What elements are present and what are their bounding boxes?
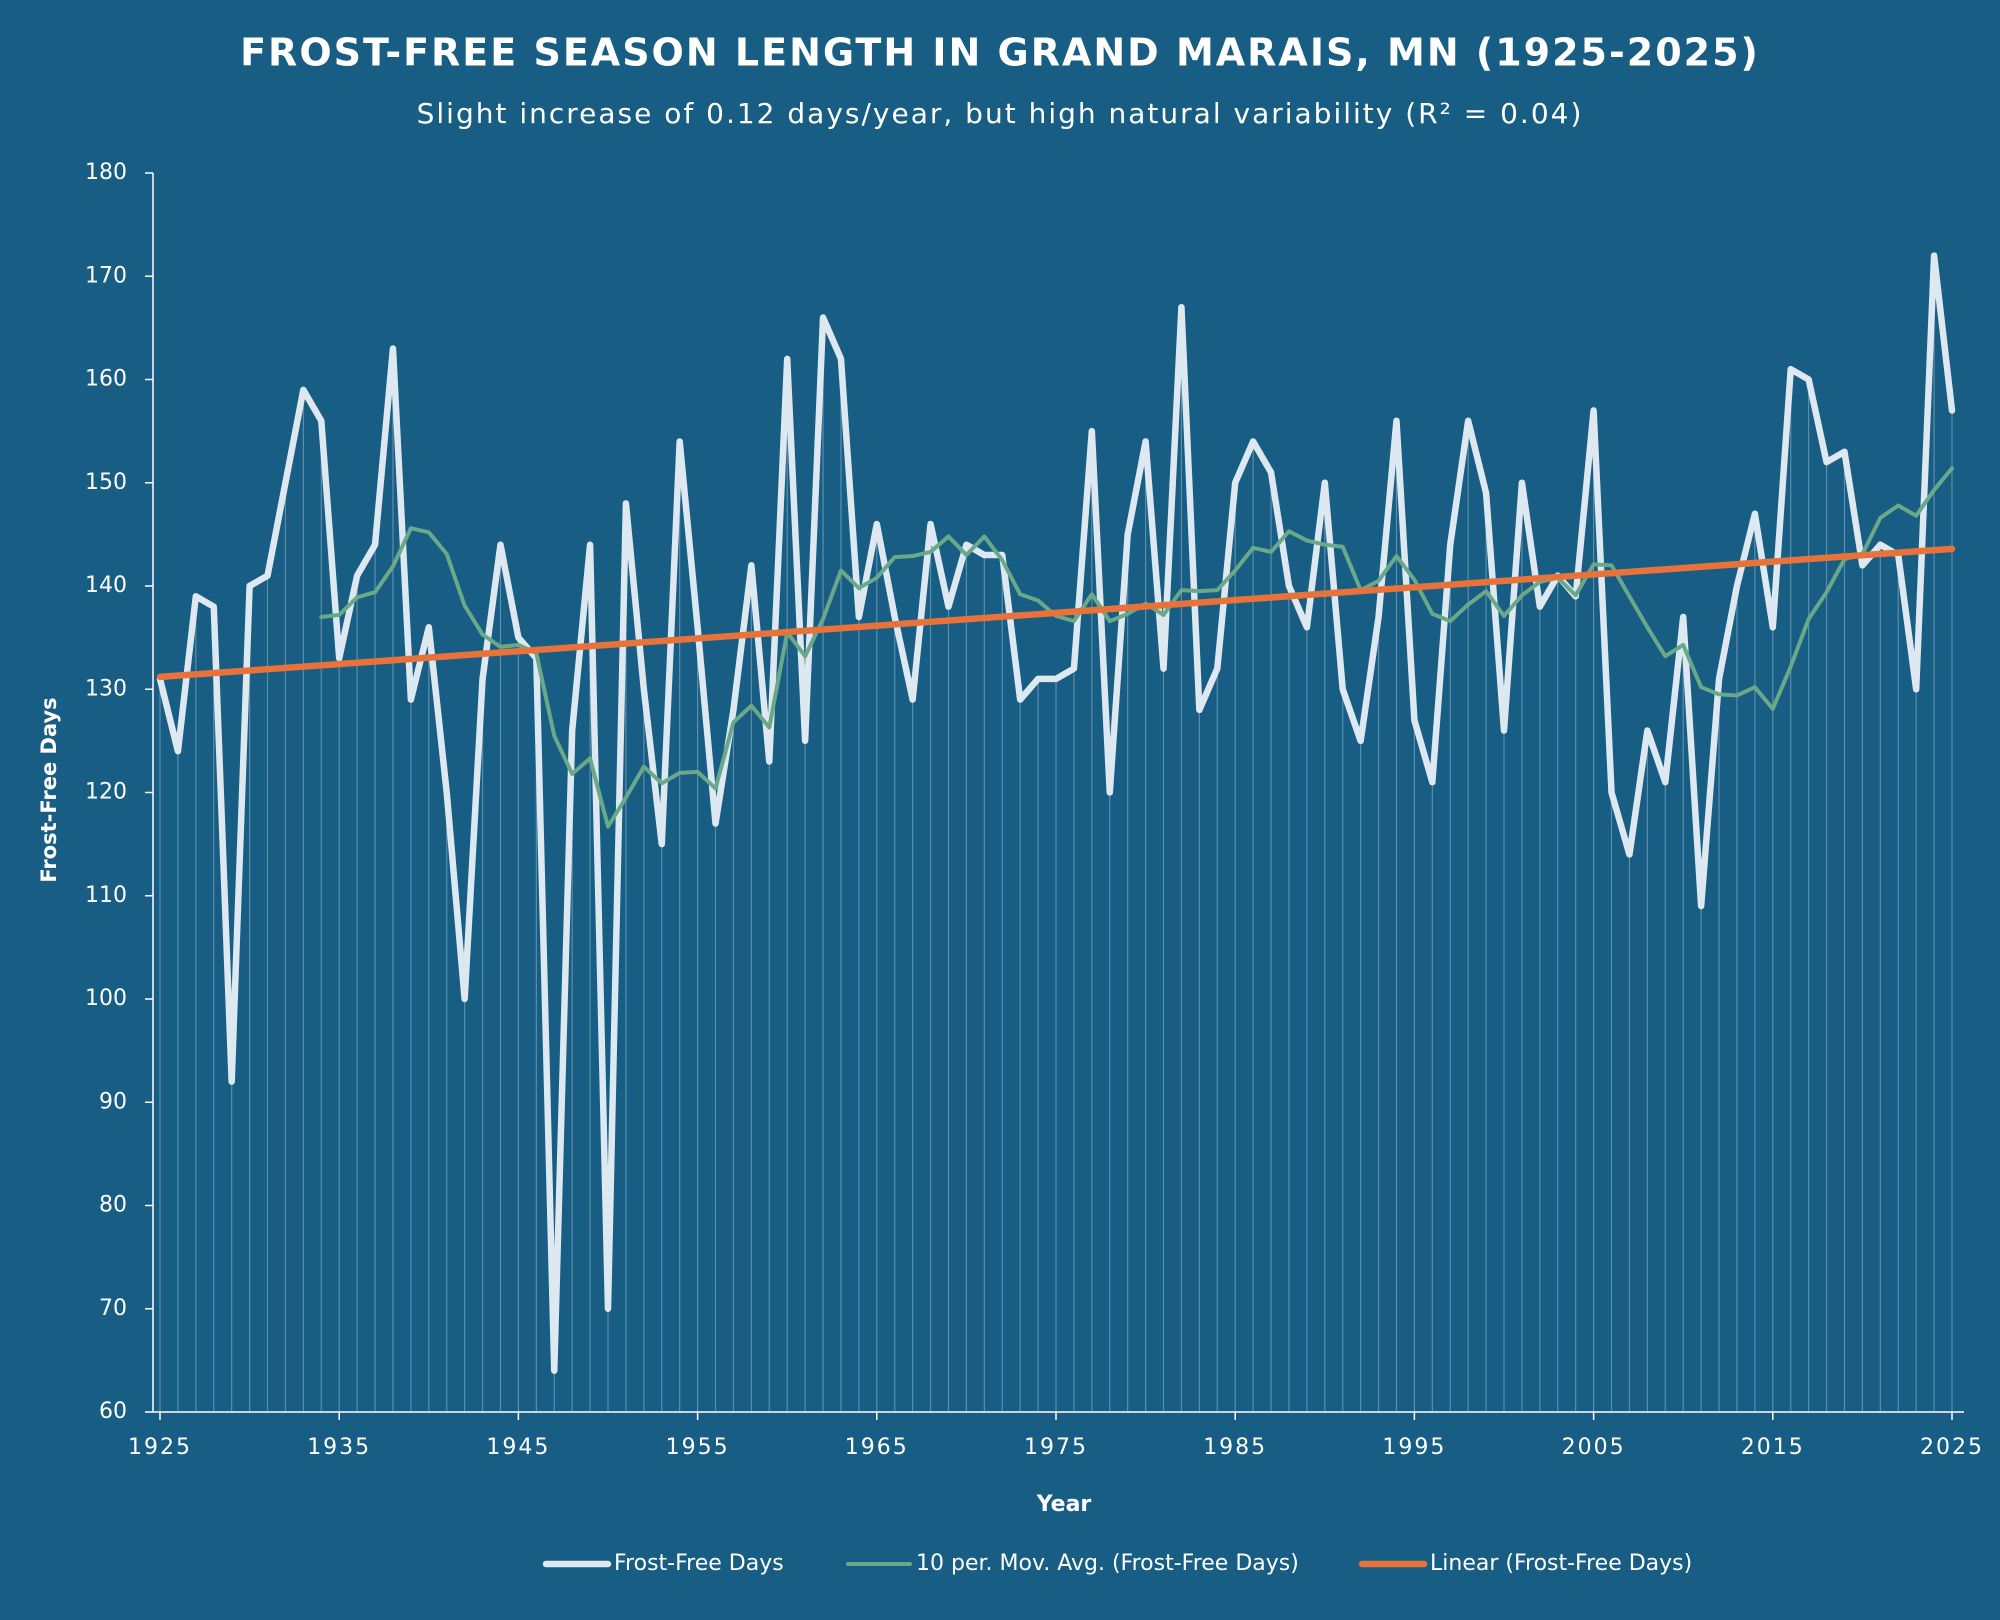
x-tick-label: 2015 [1741,1435,1805,1460]
legend: Frost-Free Days 10 per. Mov. Avg. (Frost-… [542,1551,1692,1576]
y-tick-label: 130 [85,676,127,701]
series-line [156,252,1956,1374]
y-tick-label: 120 [85,780,127,805]
chart-title: FROST-FREE SEASON LENGTH IN GRAND MARAIS… [240,31,1760,75]
x-tick-label: 1945 [486,1435,550,1460]
x-tick-label: 2025 [1920,1435,1984,1460]
legend-label: Frost-Free Days [614,1551,784,1576]
legend-label: Linear (Frost-Free Days) [1430,1551,1692,1576]
series-line [156,545,1956,681]
x-tick-label: 1965 [845,1435,909,1460]
y-axis-label: Frost-Free Days [37,697,61,882]
y-tick-label: 180 [85,160,127,185]
y-tick-label: 70 [99,1296,127,1321]
x-tick-label: 1985 [1203,1435,1267,1460]
chart-subtitle: Slight increase of 0.12 days/year, but h… [417,97,1584,130]
x-tick-label: 1935 [307,1435,371,1460]
plot-area: 60 70 80 90 100 110 120 130 140 150 160 170 180 1925 1… [85,160,1984,1460]
x-tick-label: 1955 [666,1435,730,1460]
y-tick-label: 80 [99,1193,127,1218]
y-tick-label: 110 [85,883,127,908]
x-tick-label: 2005 [1562,1435,1626,1460]
y-tick-label: 150 [85,470,127,495]
x-tick-label: 1925 [128,1435,192,1460]
y-tick-label: 90 [99,1089,127,1114]
x-tick-label: 1995 [1382,1435,1446,1460]
x-axis-label: Year [1036,1492,1092,1517]
y-tick-label: 170 [85,263,127,288]
legend-label: 10 per. Mov. Avg. (Frost-Free Days) [916,1551,1299,1576]
y-tick-label: 160 [85,367,127,392]
y-tick-label: 100 [85,986,127,1011]
y-tick-label: 60 [99,1399,127,1424]
x-tick-label: 1975 [1024,1435,1088,1460]
y-tick-label: 140 [85,573,127,598]
